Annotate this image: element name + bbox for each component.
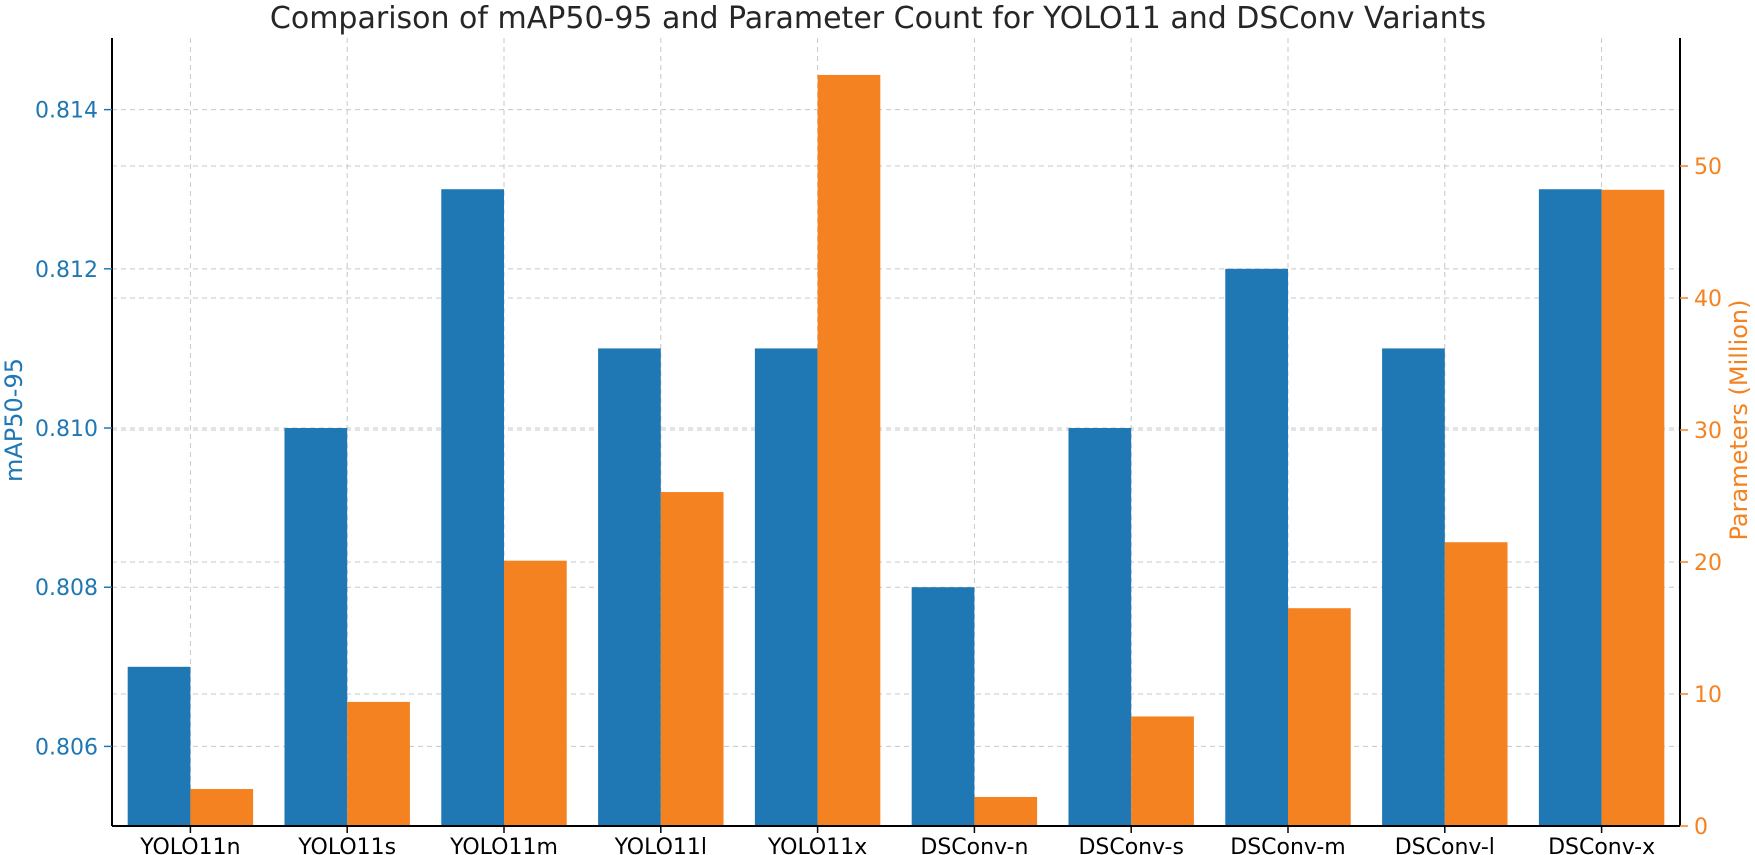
bar-map-yolo11n: [127, 666, 191, 826]
chart-title: Comparison of mAP50-95 and Parameter Cou…: [270, 1, 1486, 36]
bar-map-yolo11m: [441, 189, 504, 827]
x-tick-label: YOLO11n: [139, 835, 240, 855]
right-tick-label: 20: [1694, 551, 1722, 576]
bar-map-dsconv-m: [1225, 268, 1288, 827]
x-tick-label: DSConv-x: [1548, 835, 1655, 855]
x-tick-label: YOLO11l: [614, 835, 707, 855]
bar-params-yolo11n: [190, 789, 254, 826]
right-tick-label: 10: [1694, 683, 1722, 708]
bar-map-dsconv-l: [1382, 348, 1445, 826]
bar-map-yolo11x: [754, 348, 818, 826]
grid-lines: [112, 38, 1680, 826]
left-axis-ticks: 0.806 0.808 0.810 0.812 0.814: [35, 99, 112, 760]
left-tick-label: 0.810: [35, 417, 98, 442]
bar-map-dsconv-n: [911, 587, 975, 826]
bar-params-yolo11x: [817, 74, 881, 826]
bar-params-dsconv-n: [974, 796, 1038, 826]
bar-params-yolo11l: [660, 492, 724, 826]
x-tick-label: DSConv-n: [920, 835, 1028, 855]
right-tick-label: 30: [1694, 419, 1722, 444]
bars: [127, 74, 1665, 827]
right-tick-label: 0: [1694, 815, 1708, 840]
bar-params-dsconv-s: [1131, 716, 1194, 826]
left-tick-label: 0.812: [35, 258, 98, 283]
x-tick-label: YOLO11m: [449, 835, 558, 855]
bar-params-yolo11s: [347, 701, 410, 826]
left-tick-label: 0.814: [35, 99, 98, 124]
x-axis-ticks: YOLO11n YOLO11s YOLO11m YOLO11l YOLO11x DSCon…: [139, 826, 1655, 855]
y-axis-label-left: mAP50-95: [0, 358, 28, 482]
x-tick-label: DSConv-l: [1395, 835, 1495, 855]
bar-map-yolo11s: [284, 428, 348, 826]
y-axis-label-right: Parameters (Million): [1725, 300, 1753, 541]
bar-params-dsconv-l: [1444, 542, 1508, 826]
x-tick-label: YOLO11s: [297, 835, 396, 855]
bar-params-dsconv-x: [1601, 189, 1665, 826]
right-tick-label: 50: [1694, 155, 1722, 180]
left-tick-label: 0.808: [35, 576, 98, 601]
bar-params-dsconv-m: [1288, 608, 1351, 826]
bar-map-dsconv-s: [1068, 428, 1132, 826]
bar-map-yolo11l: [598, 348, 661, 826]
x-tick-label: DSConv-m: [1230, 835, 1345, 855]
bar-params-yolo11m: [504, 560, 567, 826]
right-tick-label: 40: [1694, 287, 1722, 312]
right-axis-ticks: 0 10 20 30 40 50: [1680, 155, 1722, 840]
x-tick-label: DSConv-s: [1078, 835, 1184, 855]
left-tick-label: 0.806: [35, 735, 98, 760]
x-tick-label: YOLO11x: [767, 835, 867, 855]
bar-map-dsconv-x: [1538, 189, 1602, 827]
